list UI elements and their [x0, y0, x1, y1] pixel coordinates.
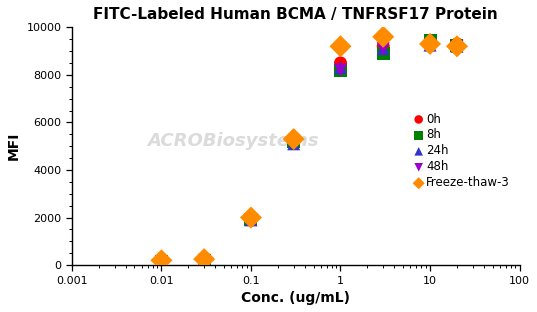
24h	[453, 44, 461, 49]
Title: FITC-Labeled Human BCMA / TNFRSF17 Protein: FITC-Labeled Human BCMA / TNFRSF17 Prote…	[93, 7, 498, 22]
48h	[200, 258, 208, 263]
8h	[157, 259, 166, 264]
Freeze-thaw-3	[200, 257, 208, 262]
0h	[453, 41, 461, 46]
8h	[200, 258, 208, 263]
48h	[246, 217, 255, 222]
0h	[200, 258, 208, 263]
48h	[379, 46, 388, 51]
48h	[157, 259, 166, 264]
24h	[200, 258, 208, 263]
8h	[289, 139, 298, 144]
48h	[453, 44, 461, 49]
24h	[336, 65, 345, 70]
48h	[426, 44, 434, 49]
24h	[157, 259, 166, 264]
Freeze-thaw-3	[453, 44, 461, 49]
48h	[336, 68, 345, 73]
Freeze-thaw-3	[246, 215, 255, 220]
8h	[426, 38, 434, 43]
0h	[157, 259, 166, 264]
Freeze-thaw-3	[379, 34, 388, 39]
24h	[426, 43, 434, 48]
Y-axis label: MFI: MFI	[7, 132, 21, 160]
Freeze-thaw-3	[336, 44, 345, 49]
8h	[379, 51, 388, 56]
Text: ACROBiosystems: ACROBiosystems	[147, 132, 319, 150]
0h	[289, 139, 298, 144]
24h	[289, 141, 298, 146]
48h	[289, 139, 298, 144]
Freeze-thaw-3	[289, 137, 298, 142]
0h	[336, 61, 345, 66]
24h	[379, 46, 388, 51]
0h	[246, 217, 255, 222]
X-axis label: Conc. (ug/mL): Conc. (ug/mL)	[241, 291, 350, 305]
8h	[336, 68, 345, 73]
Freeze-thaw-3	[426, 41, 434, 46]
8h	[453, 43, 461, 48]
0h	[426, 41, 434, 46]
0h	[379, 44, 388, 49]
24h	[246, 217, 255, 222]
Freeze-thaw-3	[157, 258, 166, 263]
Legend: 0h, 8h, 24h, 48h, Freeze-thaw-3: 0h, 8h, 24h, 48h, Freeze-thaw-3	[412, 109, 514, 193]
8h	[246, 217, 255, 222]
